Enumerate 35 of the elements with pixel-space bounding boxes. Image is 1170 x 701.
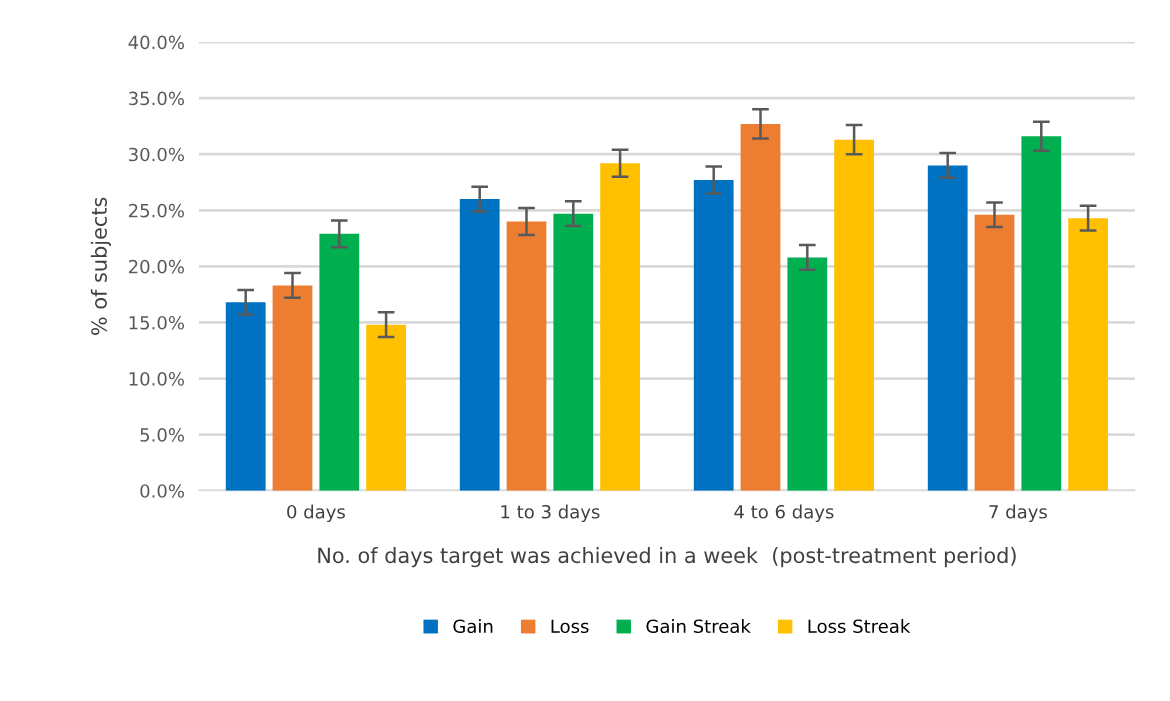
- y-tick-label: 25.0%: [128, 203, 185, 218]
- y-tick-label: 15.0%: [129, 315, 185, 330]
- bar: [787, 257, 828, 491]
- bar: [600, 163, 640, 491]
- bar: [974, 214, 1015, 491]
- bar: [834, 139, 874, 491]
- bar: [366, 324, 406, 491]
- y-axis-title: % of subjects: [90, 197, 111, 335]
- bar: [225, 302, 266, 491]
- x-tick-label: 1 to 3 days: [501, 504, 600, 523]
- bar: [459, 199, 500, 491]
- legend-label: Loss: [551, 619, 589, 634]
- bar: [1068, 218, 1108, 491]
- bar: [553, 213, 594, 491]
- bar: [506, 221, 547, 491]
- legend-label: Gain Streak: [646, 619, 751, 634]
- y-tick-label: 0.0%: [140, 484, 185, 498]
- x-tick-label: 7 days: [989, 504, 1047, 523]
- legend-label: Loss Streak: [808, 619, 911, 634]
- y-tick-label: 40.0%: [128, 35, 185, 50]
- y-tick-label: 10.0%: [129, 372, 185, 386]
- x-tick-label: 4 to 6 days: [734, 504, 834, 523]
- x-axis-title: No. of days target was achieved in a week (post-treatment period): [318, 547, 1016, 568]
- y-tick-label: 30.0%: [129, 147, 185, 162]
- bar: [693, 180, 734, 491]
- y-tick-label: 20.0%: [128, 259, 185, 274]
- y-tick-label: 35.0%: [129, 91, 185, 106]
- bar: [272, 285, 313, 491]
- bar: [927, 165, 968, 491]
- y-tick-label: 5.0%: [140, 428, 185, 442]
- bar: [740, 123, 781, 491]
- legend-label: Gain: [453, 619, 493, 634]
- x-tick-label: 0 days: [287, 504, 345, 523]
- bar: [319, 233, 360, 491]
- bar: [1021, 136, 1062, 491]
